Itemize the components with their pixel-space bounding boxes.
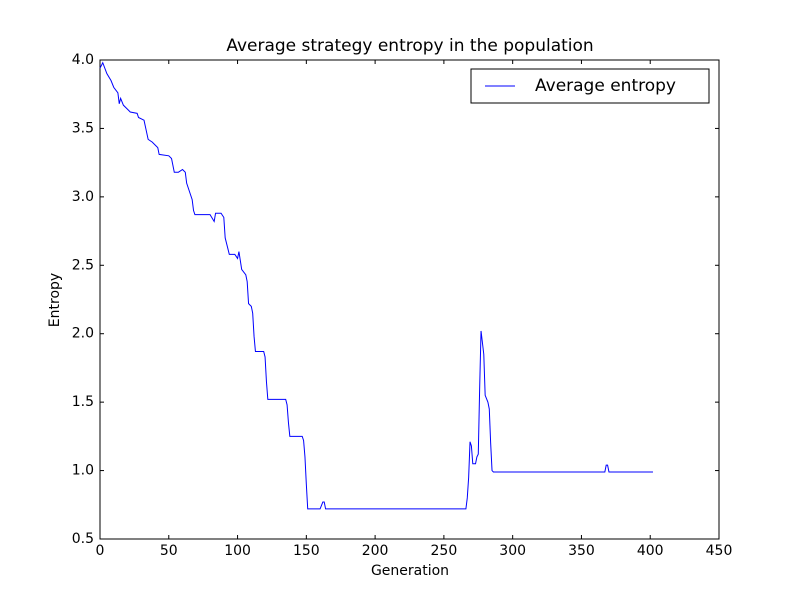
legend-label: Average entropy bbox=[535, 76, 676, 96]
x-tick-label: 300 bbox=[499, 543, 526, 559]
y-tick-label: 4.0 bbox=[72, 52, 94, 68]
y-tick-label: 1.0 bbox=[72, 463, 94, 479]
y-tick-label: 3.0 bbox=[72, 189, 94, 205]
x-axis-label: Generation bbox=[371, 563, 449, 579]
x-tick-label: 0 bbox=[96, 543, 105, 559]
y-tick-label: 2.0 bbox=[72, 326, 94, 342]
y-tick-label: 2.5 bbox=[72, 257, 94, 273]
x-tick-label: 150 bbox=[293, 543, 320, 559]
chart-title: Average strategy entropy in the populati… bbox=[226, 36, 593, 56]
y-tick-label: 0.5 bbox=[72, 531, 94, 547]
line-series bbox=[99, 61, 653, 510]
x-tick-label: 400 bbox=[637, 543, 664, 559]
plot-frame bbox=[99, 59, 720, 540]
x-tick-label: 200 bbox=[362, 543, 389, 559]
x-tick-label: 50 bbox=[160, 543, 178, 559]
x-tick-label: 450 bbox=[706, 543, 733, 559]
y-tick-label: 3.5 bbox=[72, 120, 94, 136]
x-tick-label: 250 bbox=[431, 543, 458, 559]
x-tick-label: 100 bbox=[224, 543, 251, 559]
y-tick-label: 1.5 bbox=[72, 394, 94, 410]
y-axis-label: Entropy bbox=[47, 273, 63, 327]
x-tick-label: 350 bbox=[568, 543, 595, 559]
